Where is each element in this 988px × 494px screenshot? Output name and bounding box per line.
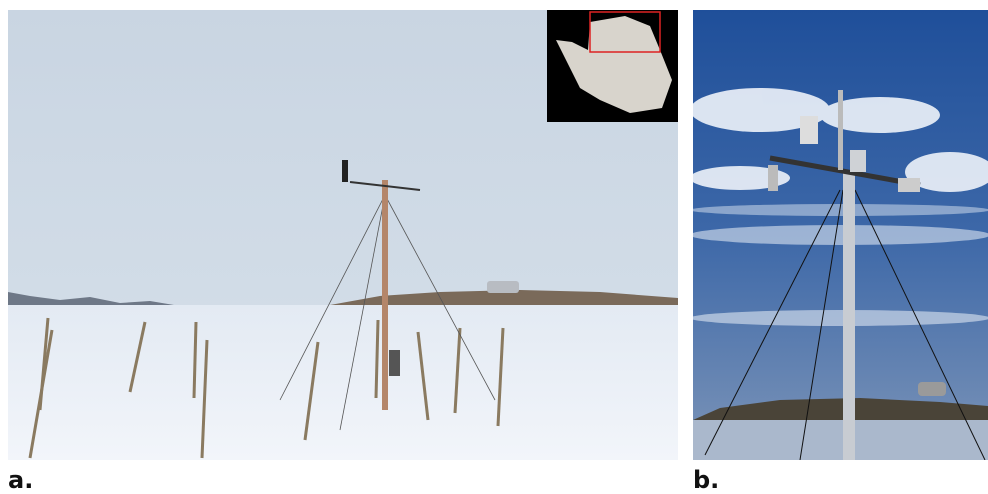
crossarm	[769, 155, 921, 188]
mast	[382, 180, 388, 410]
ridge	[693, 398, 988, 425]
antarctica	[556, 16, 672, 113]
station-building	[487, 281, 519, 293]
photo-b	[693, 10, 988, 460]
sensor	[768, 165, 778, 191]
anemometer	[342, 160, 348, 182]
snow	[8, 305, 678, 460]
guy-wires	[704, 189, 986, 460]
station-building	[918, 382, 946, 396]
snow	[693, 420, 988, 460]
stakes	[28, 317, 505, 459]
guy-wires	[279, 194, 496, 431]
lightning-rod	[838, 90, 843, 170]
wind-vane	[800, 116, 818, 144]
panel-label: b.	[693, 466, 719, 494]
mast	[843, 170, 855, 460]
clouds	[693, 88, 988, 326]
panel-label: a.	[8, 466, 33, 494]
inset-region	[589, 11, 661, 53]
crossarm	[349, 181, 421, 191]
sensor	[898, 178, 920, 192]
logger-box	[389, 350, 400, 376]
radiation-shield	[850, 150, 866, 172]
